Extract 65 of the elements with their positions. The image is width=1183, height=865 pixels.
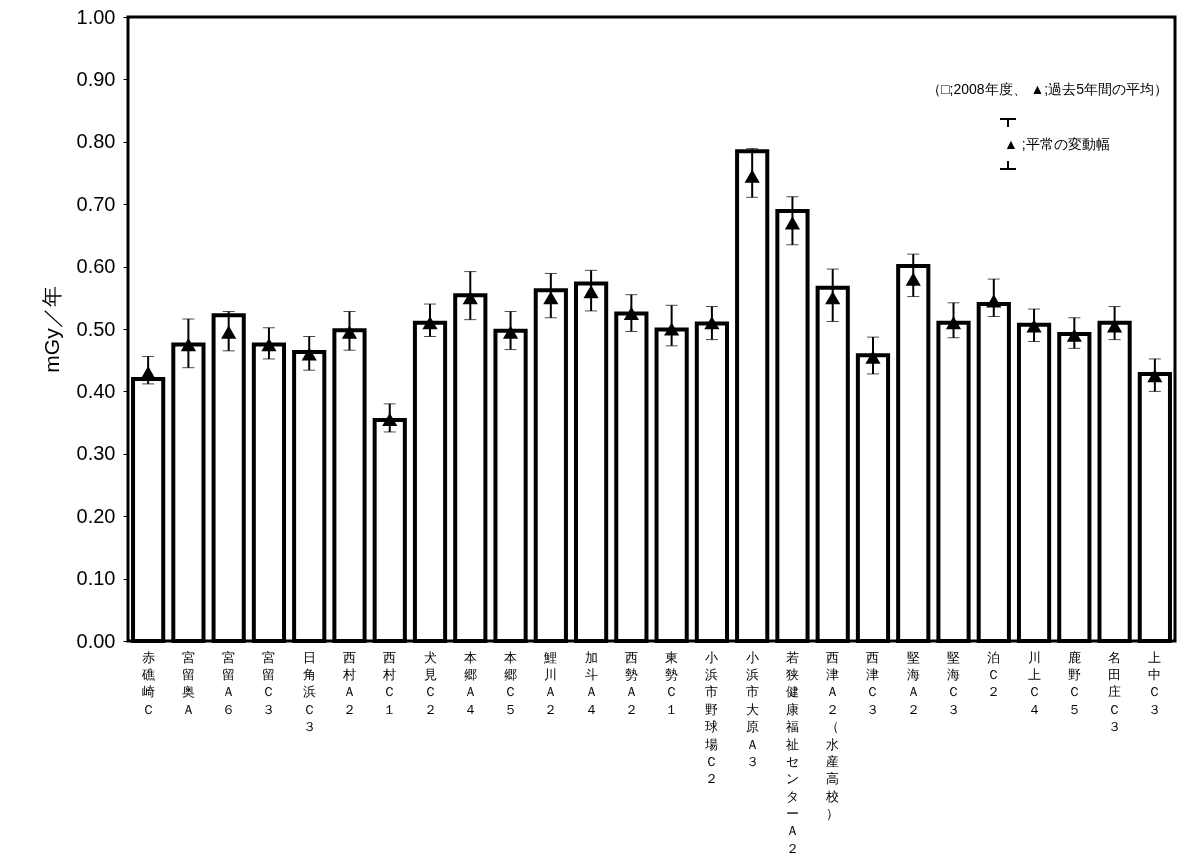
point [664,322,680,336]
y-tick-label: 0.10 [76,567,116,590]
x-tick-label: 東勢Ｃ１ [665,649,679,717]
point [1107,319,1123,333]
y-tick-label: 0.90 [76,67,116,90]
x-tick-label: 小浜市野球場Ｃ２ [704,649,719,787]
point [825,291,841,305]
point [261,338,277,352]
x-tick-label: 加斗Ａ４ [584,649,598,717]
annotation: ▲ ;平常の変動幅 [1004,136,1110,152]
point [1066,328,1082,342]
y-tick-label: 0.80 [76,130,116,153]
x-tick-label: 西村Ｃ１ [382,649,397,717]
point [221,325,237,339]
x-tick-label: 犬見Ｃ２ [423,649,437,717]
point [341,325,358,339]
x-tick-label: 日角浜Ｃ３ [302,649,316,735]
y-tick-label: 0.60 [76,255,116,278]
point [986,294,1002,308]
point [1147,369,1163,383]
y-axis-title: mGy／年 [39,286,63,373]
point [744,169,760,183]
x-tick-label: 本郷Ａ４ [463,649,477,717]
x-tick-label: 西津Ｃ３ [866,649,880,717]
point [583,284,599,299]
point [462,291,478,305]
x-tick-label: 堅海Ａ２ [906,649,920,717]
point [382,412,398,427]
y-tick-label: 0.00 [76,629,116,652]
point [865,350,881,364]
x-tick-label: 本郷Ｃ５ [504,649,518,717]
y-tick-label: 1.00 [76,5,116,28]
point [784,216,801,230]
x-tick-label: 名田庄Ｃ３ [1108,649,1122,735]
x-tick-label: 鹿野Ｃ５ [1067,649,1081,717]
x-tick-label: 上中Ｃ３ [1148,649,1162,717]
point [180,338,196,352]
category-label: 西津Ａ２（水産高校） [826,649,840,822]
x-tick-label: 宮留Ａ６ [222,649,236,717]
x-tick-label: 宮留奥Ａ [181,649,195,717]
point [422,316,438,330]
y-tick-label: 0.70 [76,192,116,215]
x-tick-label: 川上Ｃ４ [1027,649,1041,717]
y-tick-label: 0.30 [76,442,116,465]
point [623,306,639,320]
x-tick-label: 西勢Ａ２ [624,649,638,717]
x-tick-label: 小浜市大原Ａ３ [745,649,759,769]
x-tick-label: 宮留Ｃ３ [262,649,276,717]
y-tick-label: 0.20 [76,504,116,527]
point [301,347,317,361]
category-label: 若狭健康福祉センターＡ２ [785,649,799,856]
x-tick-label: 泊Ｃ２ [987,649,1001,700]
y-tick-label: 0.40 [76,379,116,402]
x-tick-label: 西村Ａ２ [341,649,356,717]
annotation: （□;2008年度、 ▲;過去5年間の平均） [927,81,1168,97]
x-tick-label: 堅海Ｃ３ [947,649,961,717]
x-tick-label: 鯉川Ａ２ [544,649,558,717]
point [905,272,921,286]
point [704,316,720,330]
point [1026,319,1042,333]
point [502,325,519,339]
point [543,291,559,305]
y-tick-label: 0.50 [76,317,116,340]
point [945,316,962,330]
x-tick-label: 赤礁崎Ｃ [140,649,155,717]
